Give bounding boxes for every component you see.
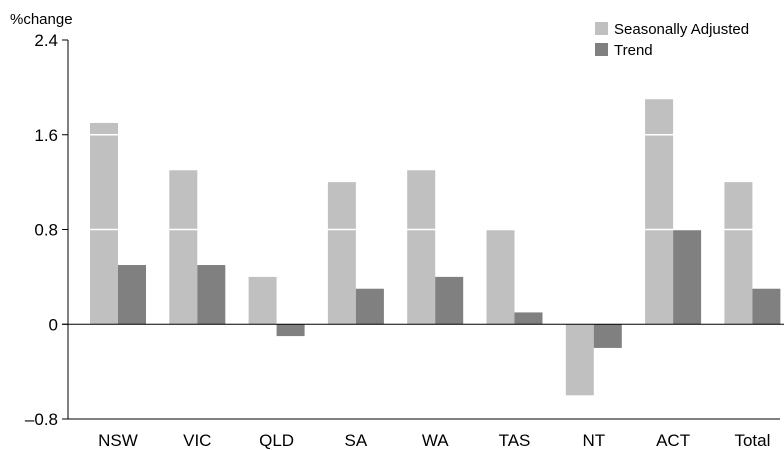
bar-vic-seasonally-adjusted bbox=[169, 170, 198, 325]
y-tick-label: 0.8 bbox=[34, 221, 58, 240]
x-tick-label: TAS bbox=[499, 431, 531, 450]
x-tick-label: NT bbox=[582, 431, 605, 450]
y-tick-label: 2.4 bbox=[34, 31, 58, 50]
bar-total-seasonally-adjusted bbox=[724, 182, 753, 325]
y-axis-label: %change bbox=[10, 11, 73, 28]
x-tick-label: SA bbox=[345, 431, 368, 450]
bar-act-trend bbox=[673, 229, 702, 325]
tick-labels-layer: –0.8 0 0.8 1.6 2.4 NSW VIC QLD SA WA TAS NT ACT Total bbox=[25, 31, 770, 450]
bar-vic-trend bbox=[197, 265, 226, 325]
y-tick-label: 0 bbox=[49, 315, 58, 334]
bar-sa-trend bbox=[355, 288, 384, 325]
bar-qld-seasonally-adjusted bbox=[248, 276, 277, 325]
bar-nt-trend bbox=[593, 324, 622, 348]
bar-nsw-trend bbox=[118, 265, 146, 325]
bar-tas-seasonally-adjusted bbox=[486, 229, 515, 325]
legend-swatch-seasonally-adjusted bbox=[595, 22, 608, 35]
legend-swatch-trend bbox=[595, 43, 608, 56]
bar-wa-trend bbox=[435, 276, 464, 325]
x-tick-label: ACT bbox=[656, 431, 690, 450]
bar-qld-trend bbox=[276, 324, 305, 337]
bar-total-trend bbox=[752, 288, 781, 325]
bar-tas-trend bbox=[514, 312, 543, 325]
axes-layer bbox=[62, 39, 784, 420]
bar-act-seasonally-adjusted bbox=[645, 99, 674, 325]
bar-nsw-seasonally-adjusted bbox=[90, 122, 118, 325]
bar-nt-seasonally-adjusted bbox=[565, 324, 594, 396]
y-tick-label: –0.8 bbox=[25, 410, 58, 429]
gridlines-layer bbox=[68, 39, 780, 420]
x-tick-label: WA bbox=[422, 431, 449, 450]
legend: Seasonally Adjusted Trend bbox=[595, 21, 749, 59]
bars-layer bbox=[90, 99, 781, 396]
x-tick-label: Total bbox=[734, 431, 770, 450]
x-tick-label: NSW bbox=[98, 431, 138, 450]
bar-sa-seasonally-adjusted bbox=[327, 182, 356, 325]
x-tick-label: VIC bbox=[183, 431, 211, 450]
legend-label: Seasonally Adjusted bbox=[614, 21, 749, 38]
y-tick-label: 1.6 bbox=[34, 126, 58, 145]
bar-wa-seasonally-adjusted bbox=[407, 170, 436, 325]
legend-label: Trend bbox=[614, 42, 653, 59]
x-tick-label: QLD bbox=[259, 431, 294, 450]
